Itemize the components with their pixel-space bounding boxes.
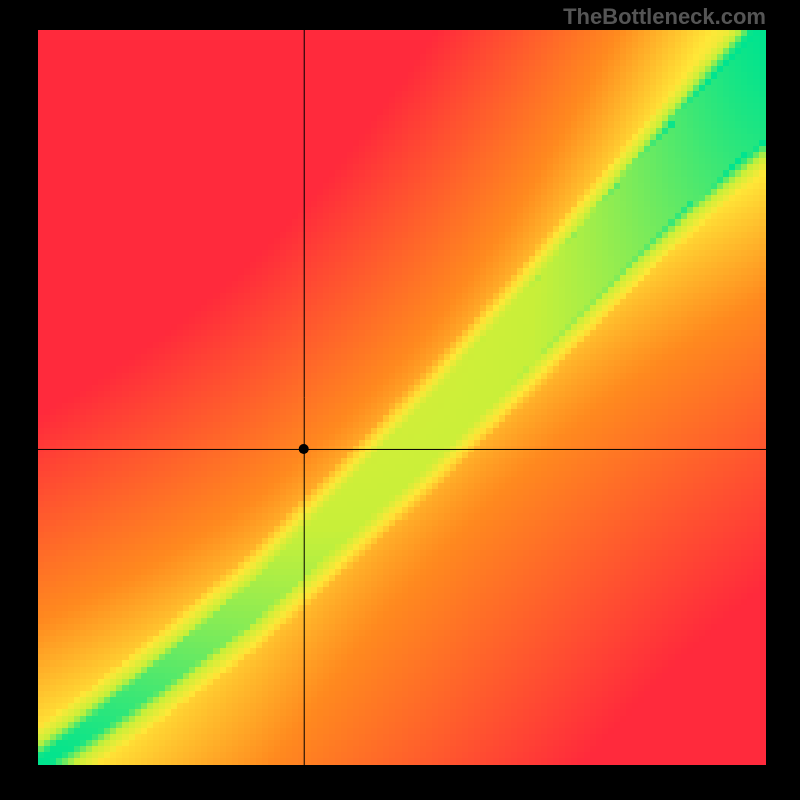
watermark-text: TheBottleneck.com: [563, 4, 766, 30]
heatmap-canvas: [38, 30, 766, 765]
chart-container: TheBottleneck.com: [0, 0, 800, 800]
